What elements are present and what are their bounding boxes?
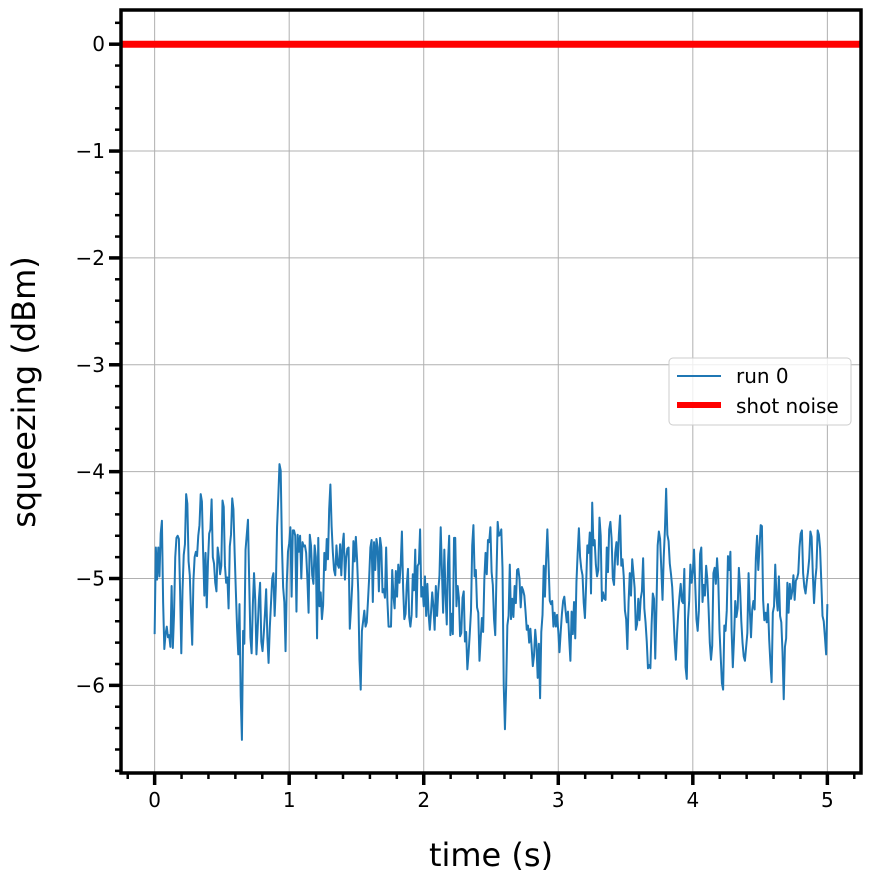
axis-ticks xyxy=(109,21,856,785)
y-tick-label: 0 xyxy=(92,32,105,56)
y-tick-label: −1 xyxy=(76,139,105,163)
x-tick-label: 2 xyxy=(417,788,430,812)
legend-box xyxy=(668,357,852,426)
y-tick-label: −4 xyxy=(76,460,105,484)
x-tick-label: 3 xyxy=(552,788,565,812)
legend-label-run-0: run 0 xyxy=(736,364,789,388)
tick-labels: 0 1 2 3 4 5 0 −1 −2 −3 −4 −5 −6 xyxy=(76,32,834,812)
series-line-run-0 xyxy=(153,463,829,741)
x-axis-label: time (s) xyxy=(429,836,553,874)
legend-label-shot-noise: shot noise xyxy=(736,394,839,418)
series-layer xyxy=(121,40,861,741)
x-tick-label: 1 xyxy=(283,788,296,812)
y-axis-label: squeezing (dBm) xyxy=(5,256,43,528)
legend: run 0 shot noise xyxy=(668,357,852,426)
y-tick-label: −2 xyxy=(76,246,105,270)
y-tick-label: −5 xyxy=(76,567,105,591)
y-tick-label: −3 xyxy=(76,353,105,377)
x-tick-label: 4 xyxy=(686,788,699,812)
plot-frame xyxy=(119,8,863,775)
y-tick-label: −6 xyxy=(76,673,105,697)
x-tick-label: 5 xyxy=(821,788,834,812)
x-tick-label: 0 xyxy=(148,788,161,812)
